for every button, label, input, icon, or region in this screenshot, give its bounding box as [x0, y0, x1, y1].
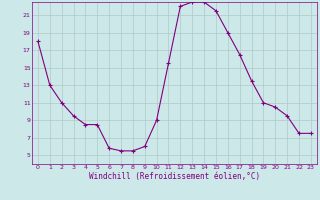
X-axis label: Windchill (Refroidissement éolien,°C): Windchill (Refroidissement éolien,°C) — [89, 172, 260, 181]
